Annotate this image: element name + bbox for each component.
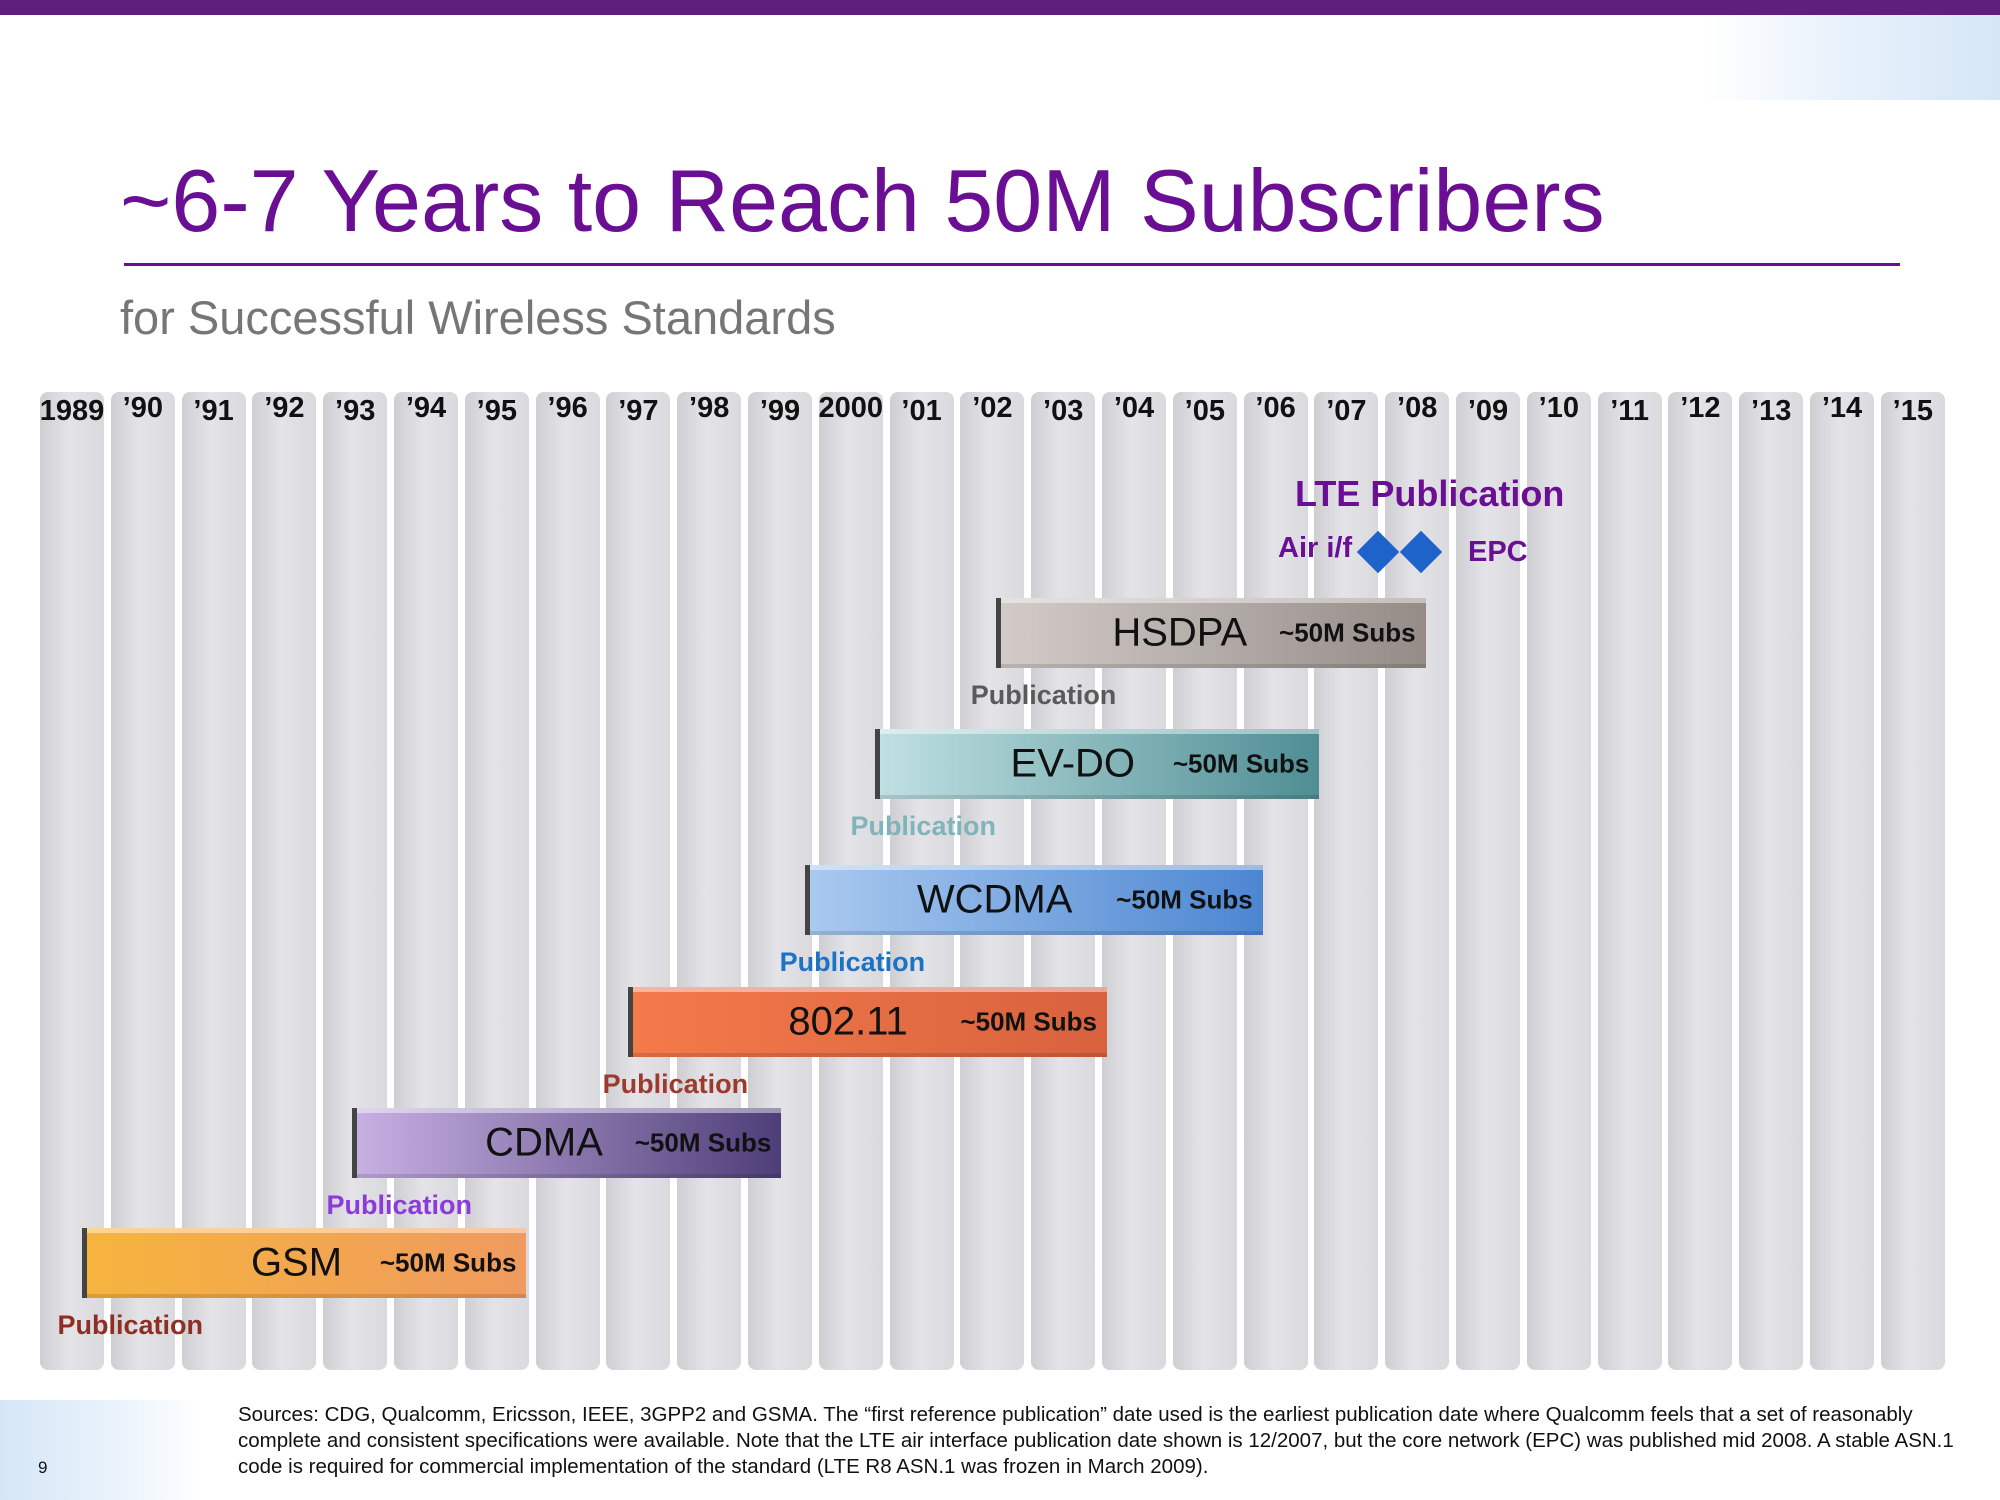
year-column bbox=[40, 392, 104, 1370]
year-label: ’13 bbox=[1751, 395, 1792, 427]
year-label: ’04 bbox=[1113, 392, 1155, 424]
subscriber-label: ~50M Subs bbox=[1116, 884, 1253, 915]
year-label: ’98 bbox=[689, 392, 730, 424]
year-label: ’08 bbox=[1397, 392, 1438, 424]
standard-bar: HSDPA ~50M Subs bbox=[995, 598, 1426, 668]
lte-publication-title: LTE Publication bbox=[1295, 473, 1565, 514]
subscriber-label: ~50M Subs bbox=[960, 1006, 1097, 1037]
year-label: ’01 bbox=[901, 395, 942, 427]
year-label: ’94 bbox=[405, 392, 447, 424]
subscriber-label: ~50M Subs bbox=[1172, 748, 1310, 779]
year-column bbox=[181, 392, 246, 1370]
standard-name: EV-DO bbox=[1010, 741, 1136, 786]
year-label: ’92 bbox=[264, 392, 305, 424]
standard-name: GSM bbox=[250, 1240, 343, 1285]
standard-name: 802.11 bbox=[788, 999, 908, 1044]
year-label: ’05 bbox=[1184, 395, 1225, 427]
year-label: ’96 bbox=[547, 392, 588, 424]
title-underline bbox=[124, 263, 1900, 266]
standard-name: WCDMA bbox=[916, 877, 1073, 922]
publication-label: Publication bbox=[850, 811, 996, 841]
year-label: ’10 bbox=[1538, 392, 1579, 424]
slide-subtitle: for Successful Wireless Standards bbox=[120, 291, 836, 344]
year-column bbox=[677, 392, 742, 1370]
year-label: ’15 bbox=[1892, 395, 1933, 427]
top-accent-bar bbox=[0, 0, 2000, 15]
year-column bbox=[323, 392, 388, 1370]
year-label: ’12 bbox=[1680, 392, 1721, 424]
publication-label: Publication bbox=[57, 1310, 203, 1340]
year-label: 1989 bbox=[39, 395, 105, 427]
year-label: ’11 bbox=[1610, 395, 1649, 427]
year-column bbox=[464, 392, 529, 1370]
subscriber-label: ~50M Subs bbox=[379, 1247, 517, 1278]
year-label: ’09 bbox=[1467, 395, 1509, 427]
sources-footnote: Sources: CDG, Qualcomm, Ericsson, IEEE, … bbox=[238, 1403, 1954, 1478]
year-column bbox=[1668, 392, 1733, 1370]
year-column bbox=[1456, 392, 1520, 1370]
year-label: ’03 bbox=[1043, 395, 1084, 427]
year-column bbox=[1597, 392, 1662, 1370]
year-column bbox=[748, 392, 812, 1370]
year-label: ’07 bbox=[1326, 395, 1367, 427]
standard-name: HSDPA bbox=[1112, 610, 1248, 655]
year-label: ’91 bbox=[193, 395, 234, 427]
year-label: ’14 bbox=[1821, 392, 1863, 424]
page-number: 9 bbox=[38, 1458, 48, 1477]
year-label: ’97 bbox=[618, 395, 659, 427]
year-label: ’06 bbox=[1255, 392, 1296, 424]
year-label: ’90 bbox=[122, 392, 163, 424]
publication-label: Publication bbox=[970, 680, 1117, 710]
lte-epc-label: EPC bbox=[1468, 536, 1528, 568]
standard-bar: GSM ~50M Subs bbox=[82, 1228, 527, 1298]
standard-name: CDMA bbox=[485, 1120, 603, 1165]
year-label: ’99 bbox=[759, 395, 801, 427]
year-label: 2000 bbox=[818, 392, 884, 424]
subscriber-label: ~50M Subs bbox=[1279, 617, 1416, 648]
year-column bbox=[1739, 392, 1804, 1370]
year-column bbox=[1880, 392, 1945, 1370]
standard-bar: EV-DO ~50M Subs bbox=[875, 729, 1320, 799]
subscriber-label: ~50M Subs bbox=[634, 1127, 772, 1158]
corner-decoration-bottom bbox=[0, 1400, 200, 1500]
year-label: ’93 bbox=[335, 395, 376, 427]
publication-label: Publication bbox=[602, 1069, 749, 1099]
year-column bbox=[535, 392, 600, 1370]
year-label: ’95 bbox=[476, 395, 517, 427]
year-column bbox=[1810, 392, 1874, 1370]
year-column bbox=[110, 392, 175, 1370]
lte-air-interface-label: Air i/f bbox=[1278, 532, 1353, 564]
year-label: ’02 bbox=[972, 392, 1013, 424]
standard-bar: 802.11 ~50M Subs bbox=[627, 987, 1107, 1057]
year-column bbox=[252, 392, 317, 1370]
publication-label: Publication bbox=[326, 1190, 473, 1220]
year-column bbox=[394, 392, 458, 1370]
slide-title: ~6-7 Years to Reach 50M Subscribers bbox=[120, 151, 1605, 250]
standard-bar: WCDMA ~50M Subs bbox=[804, 865, 1263, 935]
year-column bbox=[1526, 392, 1591, 1370]
corner-decoration-top bbox=[1700, 15, 2000, 100]
year-column bbox=[606, 392, 671, 1370]
standard-bar: CDMA ~50M Subs bbox=[351, 1108, 782, 1178]
publication-label: Publication bbox=[779, 947, 926, 977]
